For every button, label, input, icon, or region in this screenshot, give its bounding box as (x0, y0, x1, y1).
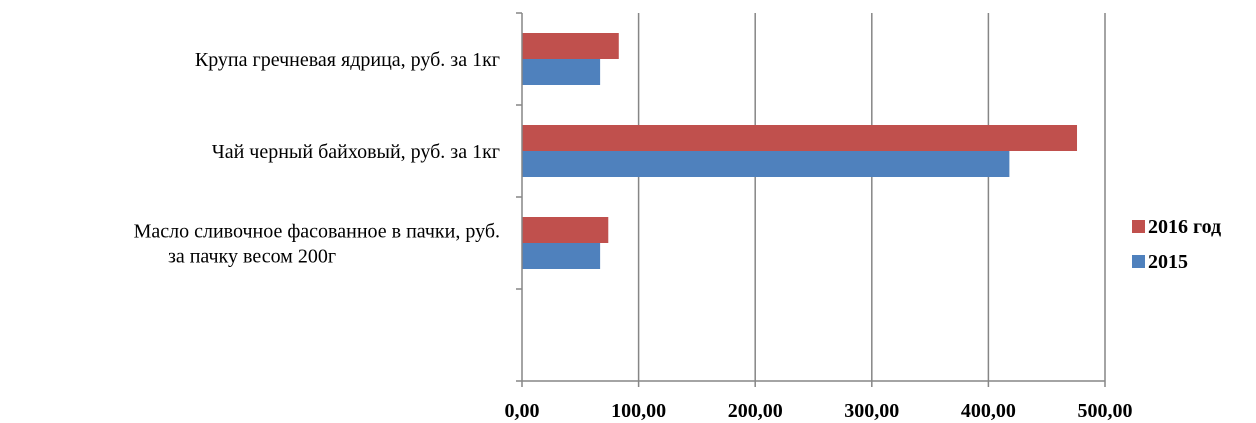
legend-label: 2015 (1148, 251, 1188, 273)
x-tick-label: 300,00 (844, 400, 899, 422)
x-tick-label: 100,00 (611, 400, 666, 422)
gridlines (637, 13, 1106, 381)
category-label: Чай черный байховый, руб. за 1кг (212, 141, 500, 163)
bar-2016-год-1 (522, 125, 1078, 151)
x-tick-label: 400,00 (961, 400, 1016, 422)
bar-2015-0 (522, 243, 601, 269)
legend-swatch (1132, 255, 1145, 268)
legend-swatch (1132, 220, 1145, 233)
category-label: Крупа гречневая ядрица, руб. за 1кг (195, 49, 500, 71)
bar-2016-год-0 (522, 217, 609, 243)
x-tick-label: 0,00 (505, 400, 540, 422)
legend-label: 2016 год (1148, 216, 1221, 238)
bar-2015-1 (522, 151, 1010, 177)
legend: 2016 год 2015 (1132, 216, 1221, 273)
category-labels: Масло сливочное фасованное в пачки, руб.… (134, 49, 500, 268)
x-tick-labels: 0,00 100,00 200,00 300,00 400,00 500,00 (505, 400, 1133, 422)
category-label: за пачку весом 200г (168, 246, 336, 268)
bar-2016-год-2 (522, 33, 619, 59)
x-tick-label: 200,00 (728, 400, 783, 422)
x-tick-label: 500,00 (1078, 400, 1133, 422)
axes (516, 12, 1106, 387)
bar-2015-2 (522, 59, 601, 85)
category-label: Масло сливочное фасованное в пачки, руб. (134, 221, 500, 243)
bars (522, 33, 1078, 269)
